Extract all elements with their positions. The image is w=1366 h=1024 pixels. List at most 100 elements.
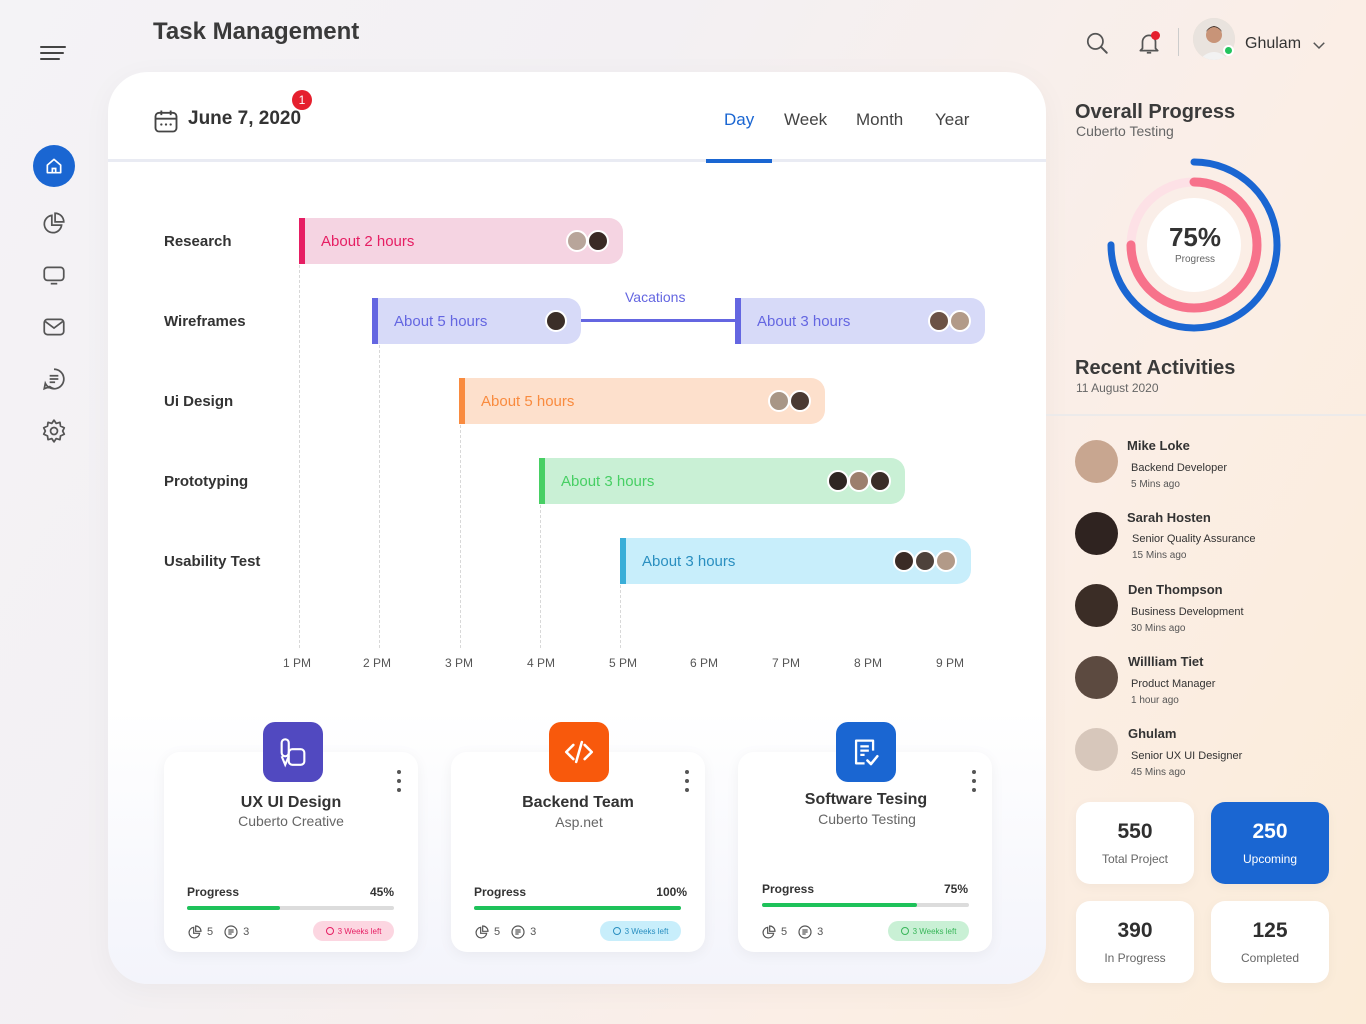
sidebar-item-monitor[interactable] (33, 254, 75, 296)
activity-role: Business Development (1131, 606, 1244, 618)
activity-item[interactable]: Willliam Tiet Product Manager 1 hour ago (1075, 654, 1335, 710)
project-card-backend-team[interactable] (451, 752, 705, 952)
charts-count: 5 (207, 926, 214, 938)
avatar (827, 470, 849, 492)
row-label-usability-test: Usability Test (164, 553, 261, 570)
notifications-button[interactable] (1134, 28, 1164, 58)
gridline (540, 500, 541, 648)
avatar (1075, 584, 1118, 627)
sidebar-item-notes[interactable] (33, 358, 75, 400)
avatar (1075, 440, 1118, 483)
activity-item[interactable]: Mike Loke Backend Developer 5 Mins ago (1075, 438, 1335, 494)
avatar (566, 230, 588, 252)
pie-chart-icon (188, 925, 202, 939)
activity-item[interactable]: Den Thompson Business Development 30 Min… (1075, 582, 1335, 638)
calendar-icon (154, 110, 178, 133)
tab-month[interactable]: Month (856, 110, 904, 129)
stat-total-project[interactable]: 550 Total Project (1076, 802, 1194, 884)
progress-label: Progress (187, 885, 240, 899)
progress-label: Progress (762, 882, 815, 896)
stat-upcoming[interactable]: 250 Upcoming (1211, 802, 1329, 884)
user-menu-dropdown[interactable] (1310, 36, 1328, 59)
deadline-pill: 3 Weeks left (313, 921, 394, 941)
deadline-pill: 3 Weeks left (888, 921, 969, 941)
overall-progress-title: Overall Progress (1075, 101, 1236, 123)
overall-progress-percent: 75% (1168, 222, 1222, 252)
avatar (949, 310, 971, 332)
stat-value: 550 (1117, 820, 1153, 843)
project-card-ux-ui-design[interactable] (164, 752, 418, 952)
deadline-text: 3 Weeks left (912, 926, 957, 936)
bar-label: About 2 hours (321, 232, 415, 250)
bar-label: About 5 hours (394, 312, 488, 330)
date-badge: 1 (292, 90, 312, 110)
menu-toggle-button[interactable] (40, 46, 66, 64)
avatar (935, 550, 957, 572)
notes-icon (798, 925, 812, 939)
tab-day[interactable]: Day (724, 110, 755, 129)
time-tick: 6 PM (689, 656, 718, 670)
task-bar-usability-test[interactable]: About 3 hours (620, 538, 971, 584)
task-bar-research[interactable]: About 2 hours (299, 218, 623, 264)
charts-count: 5 (494, 926, 501, 938)
avatar (587, 230, 609, 252)
project-icon-box (549, 722, 609, 782)
notes-icon (224, 925, 238, 939)
stat-label: Upcoming (1242, 852, 1298, 866)
assignee-avatars (928, 310, 971, 332)
recent-activities-title: Recent Activities (1075, 357, 1236, 379)
project-title: UX UI Design (240, 794, 342, 811)
time-tick: 2 PM (362, 656, 391, 670)
activity-time: 15 Mins ago (1132, 550, 1187, 561)
avatar (914, 550, 936, 572)
task-bar-ui-design[interactable]: About 5 hours (459, 378, 825, 424)
stat-in-progress[interactable]: 390 In Progress (1076, 901, 1194, 983)
project-menu-button[interactable] (972, 770, 976, 797)
code-icon (564, 740, 594, 764)
task-bar-wireframes-2[interactable]: About 3 hours (735, 298, 985, 344)
project-icon-box (263, 722, 323, 782)
search-button[interactable] (1082, 28, 1112, 58)
user-avatar[interactable] (1193, 18, 1235, 60)
activity-item[interactable]: Ghulam Senior UX UI Designer 45 Mins ago (1075, 726, 1335, 782)
project-menu-button[interactable] (685, 770, 689, 797)
tab-week[interactable]: Week (784, 110, 828, 129)
sidebar-item-home[interactable] (33, 145, 75, 187)
home-icon (46, 158, 62, 174)
activity-time: 1 hour ago (1131, 695, 1179, 706)
avatar (1075, 512, 1118, 555)
avatar (545, 310, 567, 332)
sidebar-item-settings[interactable] (33, 410, 75, 452)
tab-year[interactable]: Year (935, 110, 970, 129)
date-picker-button[interactable] (152, 107, 180, 140)
user-name[interactable]: Ghulam (1245, 35, 1302, 52)
task-bar-prototyping[interactable]: About 3 hours (539, 458, 905, 504)
activity-role: Senior Quality Assurance (1132, 533, 1256, 545)
project-card-software-testing[interactable] (738, 752, 992, 952)
progress-ring-outer (1107, 158, 1281, 332)
bar-edge (299, 218, 305, 264)
topbar-divider (1178, 28, 1179, 56)
bar-label: About 3 hours (642, 552, 736, 570)
recent-activities-date: 11 August 2020 (1076, 381, 1159, 395)
user-avatar-image (1193, 18, 1235, 60)
activity-item[interactable]: Sarah Hosten Senior Quality Assurance 15… (1075, 510, 1335, 566)
activity-time: 45 Mins ago (1131, 767, 1186, 778)
sidebar-item-mail[interactable] (33, 306, 75, 348)
project-meta: 5 3 (187, 924, 249, 940)
bar-label: About 5 hours (481, 392, 575, 410)
avatar (768, 390, 790, 412)
pie-chart-icon (762, 925, 776, 939)
project-meta: 5 3 (761, 924, 823, 940)
project-menu-button[interactable] (397, 770, 401, 797)
deadline-pill: 3 Weeks left (600, 921, 681, 941)
progress-track (762, 903, 969, 907)
task-bar-wireframes-1[interactable]: About 5 hours (372, 298, 581, 344)
project-subtitle: Asp.net (555, 814, 603, 830)
assignee-avatars (545, 310, 567, 332)
stat-completed[interactable]: 125 Completed (1211, 901, 1329, 983)
progress-percent: 100% (656, 885, 687, 899)
sidebar-item-analytics[interactable] (33, 202, 75, 244)
progress-fill (474, 906, 681, 910)
progress-fill (187, 906, 281, 910)
